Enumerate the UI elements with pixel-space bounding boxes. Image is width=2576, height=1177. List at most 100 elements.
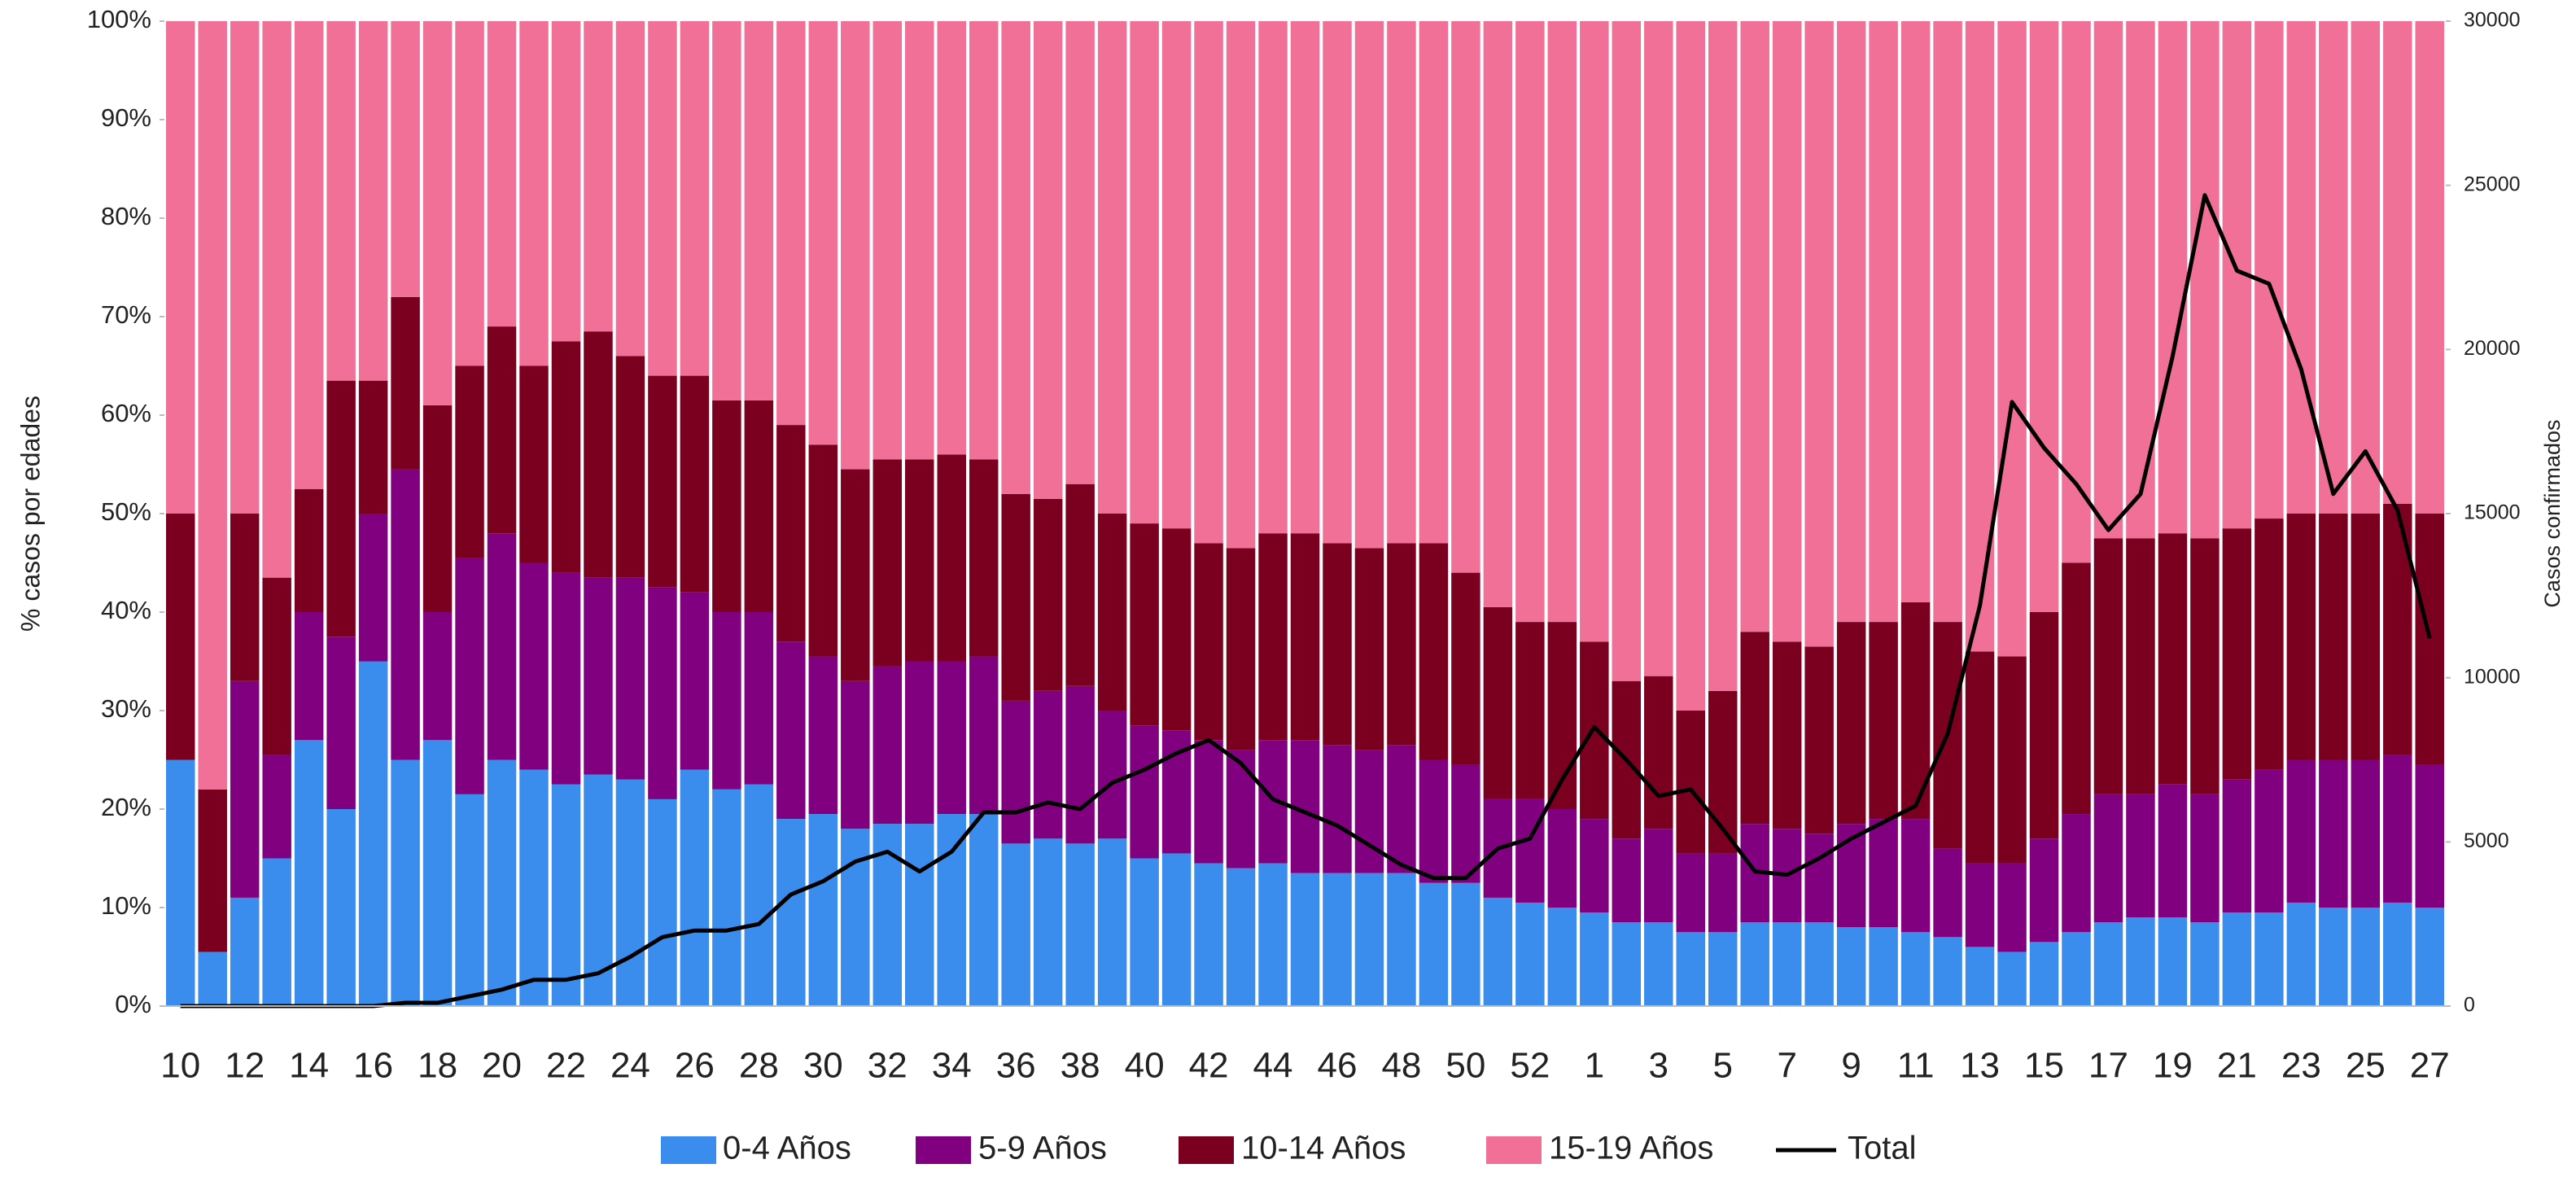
x-tick-label: 20 <box>482 1046 522 1086</box>
bar-segment <box>808 814 838 1006</box>
x-tick-label: 15 <box>2024 1046 2064 1086</box>
bar-segment <box>1900 21 1931 602</box>
bar-segment <box>2415 514 2444 765</box>
bar-segment <box>648 21 677 376</box>
x-tick-label: 14 <box>289 1046 329 1086</box>
bar-segment <box>2351 21 2381 514</box>
bar-segment <box>326 809 356 1006</box>
bar-segment <box>937 21 966 455</box>
bar-segment <box>2029 942 2059 1006</box>
bar-segment <box>873 459 903 667</box>
bar-segment <box>455 558 484 794</box>
bar-segment <box>358 661 388 1006</box>
bar-segment <box>2319 908 2348 1006</box>
bar-segment <box>1097 21 1127 514</box>
bar-segment <box>551 341 581 573</box>
bar-segment <box>1836 824 1866 928</box>
bar-segment <box>2319 514 2348 760</box>
legend-swatch <box>661 1136 716 1164</box>
bar-segment <box>2062 814 2091 933</box>
bar-segment <box>1065 843 1095 1006</box>
bar-segment <box>1354 873 1384 1006</box>
bar-segment <box>551 572 581 785</box>
bar-segment <box>230 514 260 681</box>
x-tick-label: 48 <box>1381 1046 1421 1086</box>
y-tick-label: 90% <box>101 103 151 132</box>
bar-segment <box>391 296 420 470</box>
x-tick-label: 52 <box>1510 1046 1550 1086</box>
bar-segment <box>1740 21 1769 632</box>
bar-segment <box>2126 917 2155 1006</box>
bar-segment <box>969 814 999 1006</box>
bar-segment <box>680 592 710 770</box>
bar-segment <box>1290 533 1320 741</box>
bar-segment <box>2255 21 2284 519</box>
bar-segment <box>1836 622 1866 825</box>
x-tick-label: 17 <box>2088 1046 2128 1086</box>
bar-segment <box>2126 538 2155 794</box>
bar-segment <box>905 661 934 825</box>
bar-segment <box>1033 838 1063 1006</box>
bar-segment <box>519 769 549 1006</box>
bar-segment <box>776 425 806 642</box>
bar-segment <box>1258 21 1288 534</box>
bar-segment <box>937 661 966 815</box>
bar-segment <box>1708 932 1738 1006</box>
bar-segment <box>2029 612 2059 839</box>
y-tick-label: 80% <box>101 202 151 230</box>
bar-segment <box>1580 912 1609 1006</box>
bar-segment <box>2190 21 2220 539</box>
x-tick-label: 22 <box>546 1046 586 1086</box>
bar-segment <box>712 789 741 1006</box>
bar-segment <box>1290 873 1320 1006</box>
bar-segment <box>712 612 741 790</box>
bar-segment <box>1419 882 1449 1006</box>
bar-segment <box>841 680 870 829</box>
total-line <box>180 193 2432 1009</box>
bar-segment <box>230 897 260 1006</box>
x-tick-label: 12 <box>225 1046 265 1086</box>
legend-swatch <box>1486 1136 1542 1164</box>
bar-segment <box>1644 21 1673 676</box>
bar-segment <box>519 21 549 366</box>
legend-label: 10-14 Años <box>1241 1131 1406 1166</box>
x-tick-label: 25 <box>2346 1046 2386 1086</box>
x-tick-label: 46 <box>1318 1046 1358 1086</box>
bar-segment <box>1387 745 1416 873</box>
bar-segment <box>1547 809 1577 908</box>
bar-segment <box>1483 21 1513 607</box>
bar-segment <box>1644 922 1673 1006</box>
bar-segment <box>905 21 934 460</box>
bar-segment <box>2255 518 2284 770</box>
bar-segment <box>422 740 453 1006</box>
bar-segment <box>2351 759 2381 908</box>
bar-segment <box>873 666 903 825</box>
bar-segment <box>1194 543 1223 741</box>
bar-segment <box>1965 863 1995 947</box>
x-tick-label: 10 <box>160 1046 200 1086</box>
bar-segment <box>1644 676 1673 829</box>
y2-tick-label: 10000 <box>2464 665 2521 688</box>
bar-segment <box>744 784 774 1006</box>
bar-segment <box>1097 838 1127 1006</box>
bar-segment <box>1226 868 1256 1006</box>
bar-segment <box>358 380 388 514</box>
bar-segment <box>1001 843 1030 1006</box>
bar-segment <box>680 769 710 1006</box>
bar-segment <box>1194 740 1223 864</box>
bar-segment <box>487 759 517 1006</box>
legend-swatch <box>916 1136 971 1164</box>
bar-segment <box>2029 21 2059 612</box>
x-tick-label: 30 <box>803 1046 843 1086</box>
bar-segment <box>551 784 581 1006</box>
bar-segment <box>455 794 484 1006</box>
bar-segment <box>422 405 453 612</box>
bar-segment <box>1676 21 1705 711</box>
bar-segment <box>2093 794 2123 923</box>
x-tick-label: 19 <box>2153 1046 2193 1086</box>
legend-label: 15-19 Años <box>1549 1131 1713 1166</box>
bar-segment <box>873 21 903 460</box>
x-tick-label: 40 <box>1125 1046 1165 1086</box>
bar-segment <box>198 789 227 952</box>
bar-segment <box>1869 622 1898 820</box>
